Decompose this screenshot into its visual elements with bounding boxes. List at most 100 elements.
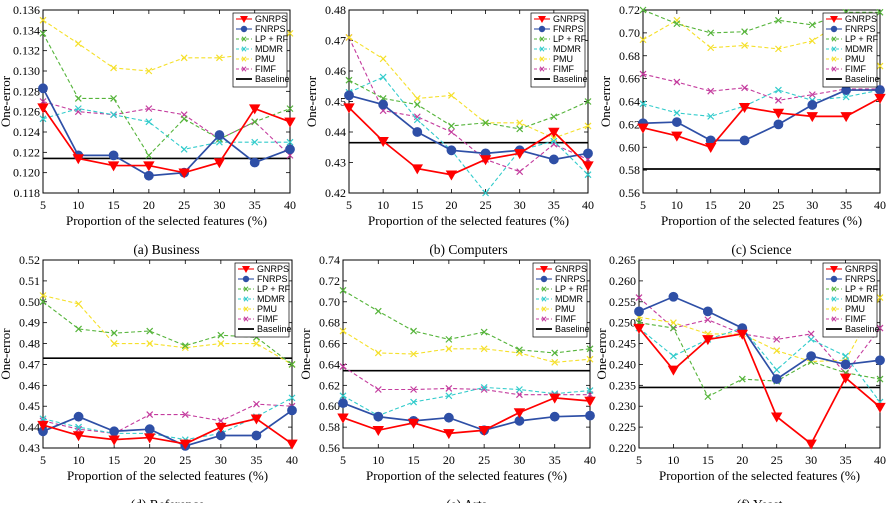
data-point-pmu-stroke-b xyxy=(110,340,118,347)
data-point-pmu-stroke-b xyxy=(670,319,677,327)
y-axis-label: One-error xyxy=(594,328,609,380)
data-point-lp-rf xyxy=(448,122,455,130)
data-point-mdmr-stroke-b xyxy=(288,394,296,402)
legend-item-fnrps: FNRPS xyxy=(826,24,876,34)
y-tick-label: 0.134 xyxy=(13,23,40,37)
data-point-lp-rf-stroke-b xyxy=(445,335,453,343)
legend-label: FNRPS xyxy=(845,24,876,34)
y-tick-label: 0.240 xyxy=(609,357,636,371)
data-point-pmu-stroke-b xyxy=(808,37,816,45)
x-tick-label: 35 xyxy=(840,453,852,467)
data-point-lp-rf xyxy=(551,349,559,357)
legend-marker xyxy=(541,316,547,322)
series-lp-rf xyxy=(339,286,594,357)
data-point-pmu xyxy=(110,340,118,347)
legend-item-gnrps: GNRPS xyxy=(826,14,877,24)
x-tick-label: 25 xyxy=(478,453,490,467)
legend-label: FIMF xyxy=(257,314,278,324)
data-point-fimf-stroke-b xyxy=(339,363,347,370)
legend-item-mdmr: MDMR xyxy=(238,294,285,304)
legend-label: Baseline xyxy=(555,324,590,334)
data-point-gnrps xyxy=(702,335,714,346)
data-point-gnrps xyxy=(37,103,49,114)
data-point-lp-rf-stroke-b xyxy=(410,327,417,335)
data-point-mdmr xyxy=(482,189,489,197)
data-point-pmu xyxy=(773,347,781,355)
data-point-fnrps xyxy=(548,154,559,165)
data-point-fimf xyxy=(516,168,524,176)
data-point-lp-rf-stroke-b xyxy=(482,119,489,127)
data-point-pmu-stroke-b xyxy=(181,344,189,352)
y-tick-label: 0.72 xyxy=(619,3,640,17)
legend-label: MDMR xyxy=(255,44,283,54)
data-point-fnrps xyxy=(585,410,595,421)
data-point-lp-rf-stroke-b xyxy=(480,328,488,336)
legend-box xyxy=(822,12,878,88)
y-tick-label: 0.48 xyxy=(325,3,346,17)
legend-marker xyxy=(538,25,546,33)
y-tick-label: 0.44 xyxy=(325,125,346,139)
legend-item-mdmr: MDMR xyxy=(826,44,873,54)
data-point-pmu-stroke-b xyxy=(876,294,884,302)
data-point-pmu xyxy=(775,45,782,53)
data-point-lp-rf-stroke-b xyxy=(75,325,82,333)
data-point-fimf-stroke-b xyxy=(181,411,189,419)
plot-frame xyxy=(638,259,881,449)
data-point-pmu xyxy=(345,34,353,41)
y-tick-label: 0.64 xyxy=(619,95,640,109)
data-point-pmu-stroke-b xyxy=(39,292,47,299)
legend-item-baseline: Baseline xyxy=(236,74,290,84)
legend-label: FNRPS xyxy=(255,24,286,34)
data-point-pmu xyxy=(374,349,382,357)
x-tick-label: 5 xyxy=(340,453,346,467)
data-point-mdmr xyxy=(339,392,347,400)
data-point-fimf xyxy=(253,400,260,408)
legend-label: Baseline xyxy=(845,324,880,334)
data-point-gnrps xyxy=(343,103,355,114)
legend-label: FNRPS xyxy=(553,24,584,34)
legend-item-gnrps: GNRPS xyxy=(826,264,877,274)
legend-label: PMU xyxy=(845,304,865,314)
legend-label: PMU xyxy=(553,54,573,64)
legend-box xyxy=(532,262,588,338)
data-point-mdmr-stroke-b xyxy=(216,138,223,146)
data-point-pmu xyxy=(410,350,417,358)
legend-item-lp-rf: LP + RF xyxy=(536,284,589,294)
y-tick-label: 0.45 xyxy=(19,399,40,413)
legend-marker xyxy=(831,286,837,292)
data-point-pmu xyxy=(110,64,117,72)
y-tick-label: 0.49 xyxy=(19,316,40,330)
data-point-lp-rf-stroke-b xyxy=(110,329,118,337)
x-tick-label: 25 xyxy=(771,453,783,467)
data-point-fimf-stroke-b xyxy=(74,108,82,116)
x-tick-label: 35 xyxy=(549,453,561,467)
data-point-pmu-stroke-b xyxy=(253,340,260,347)
x-tick-label: 20 xyxy=(443,453,455,467)
legend-marker xyxy=(831,306,837,312)
data-point-lp-rf xyxy=(741,28,748,36)
y-tick-label: 0.60 xyxy=(319,399,340,413)
x-tick-label: 35 xyxy=(548,198,560,212)
legend-marker xyxy=(831,36,837,42)
data-point-fimf-stroke-b xyxy=(445,385,453,392)
x-axis-label: Proportion of the selected features (%) xyxy=(661,213,862,228)
chart-panel-2: 0.42 0.43 0.44 0.45 0.46 0.47 0.48 5 10 15 20 25 30 3… xyxy=(304,3,594,257)
data-point-pmu-stroke-b xyxy=(374,349,382,357)
data-point-pmu xyxy=(145,67,153,75)
y-tick-label: 0.62 xyxy=(619,117,640,131)
data-point-pmu-stroke-b xyxy=(639,36,647,44)
data-point-mdmr-stroke-b xyxy=(673,109,681,117)
legend-label: FIMF xyxy=(845,64,866,74)
series-line-gnrps xyxy=(642,97,881,149)
legend-marker xyxy=(830,16,838,23)
data-point-gnrps xyxy=(213,158,226,169)
data-point-lp-rf xyxy=(808,21,816,29)
data-point-mdmr xyxy=(180,145,188,153)
data-point-lp-rf xyxy=(374,307,382,315)
legend-label: MDMR xyxy=(257,294,285,304)
x-axis-label: Proportion of the selected features (%) xyxy=(659,468,860,483)
series-lp-rf xyxy=(345,76,592,133)
data-point-lp-rf-stroke-b xyxy=(639,6,647,14)
data-point-pmu xyxy=(217,340,225,347)
data-point-mdmr-stroke-b xyxy=(550,137,558,145)
